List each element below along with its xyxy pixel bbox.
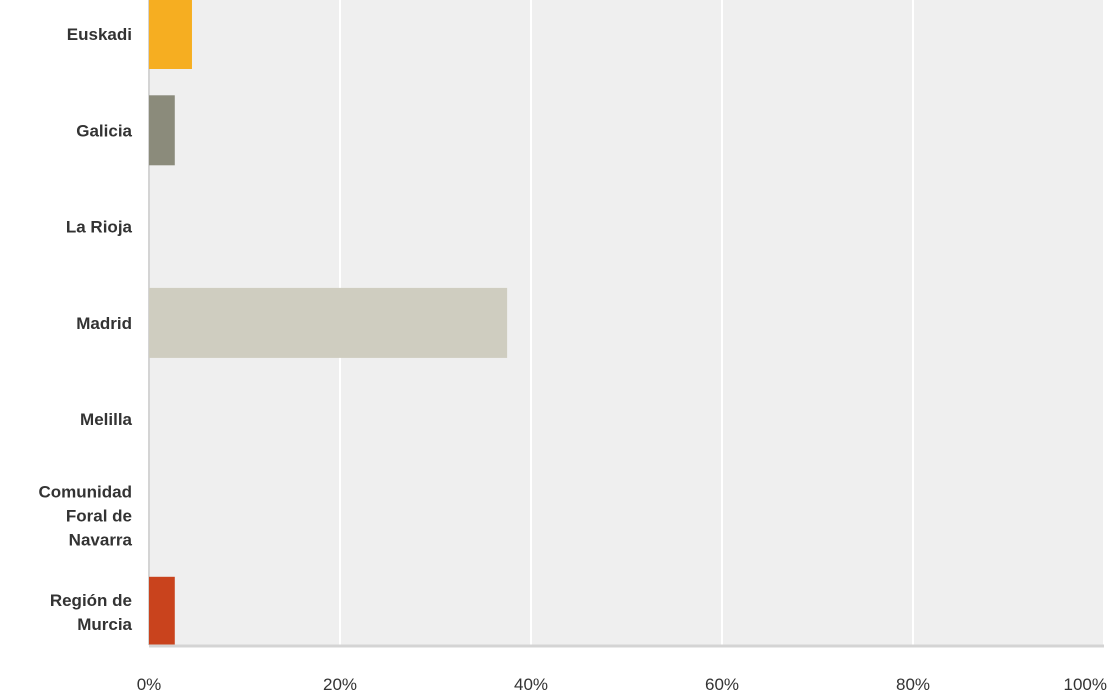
category-label-line: Navarra xyxy=(69,531,133,550)
bar xyxy=(149,95,175,166)
bar xyxy=(149,576,175,647)
category-label-line: Región de xyxy=(50,591,132,610)
category-label-line: Galicia xyxy=(76,121,132,140)
x-tick-label: 60% xyxy=(705,675,739,694)
bar xyxy=(149,0,192,69)
category-label: La Rioja xyxy=(66,218,133,237)
category-label-line: Euskadi xyxy=(67,25,132,44)
x-tick-label: 40% xyxy=(514,675,548,694)
x-tick-label: 0% xyxy=(137,675,162,694)
bars xyxy=(149,0,508,647)
x-tick-label: 20% xyxy=(323,675,357,694)
category-label: Melilla xyxy=(80,410,133,429)
bar xyxy=(149,287,508,358)
x-tick-labels: 0% 20% 40% 60% 80% 100% xyxy=(137,675,1107,694)
category-label: Galicia xyxy=(76,121,132,140)
category-label: Región de Murcia xyxy=(50,591,133,634)
category-label: Euskadi xyxy=(67,25,132,44)
category-label-line: Murcia xyxy=(77,615,132,634)
x-tick-label: 80% xyxy=(896,675,930,694)
category-labels: Euskadi Galicia La Rioja Madrid Melilla Comun… xyxy=(39,25,133,634)
category-label-line: Foral de xyxy=(66,507,132,526)
category-label: Madrid xyxy=(76,314,132,333)
category-label: Comunidad Foral de Navarra xyxy=(39,483,133,550)
category-label-line: La Rioja xyxy=(66,218,133,237)
category-label-line: Comunidad xyxy=(39,483,133,502)
category-label-line: Melilla xyxy=(80,410,133,429)
x-tick-label: 100% xyxy=(1064,675,1107,694)
category-label-line: Madrid xyxy=(76,314,132,333)
